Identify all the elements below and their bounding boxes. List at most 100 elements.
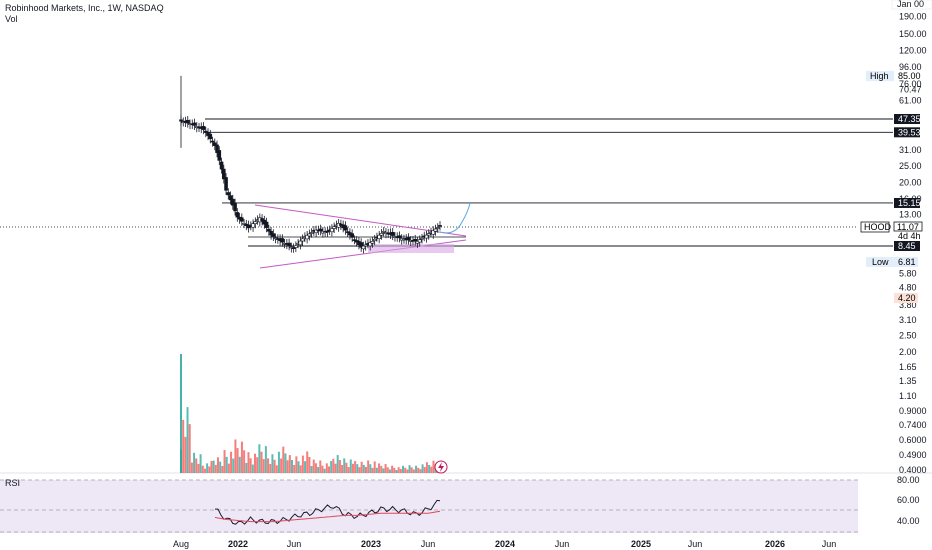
svg-text:4.20: 4.20 [898, 293, 916, 303]
volume-bar [254, 453, 256, 473]
candle-body [314, 229, 318, 234]
candle-body [287, 242, 291, 247]
volume-bar [269, 463, 272, 473]
svg-text:Low: Low [872, 257, 889, 267]
volume-bar [240, 441, 243, 473]
price-tick-label: 0.7400 [899, 420, 927, 430]
volume-bar [251, 464, 254, 473]
volume-bar [208, 466, 211, 473]
level-box [894, 114, 920, 124]
volume-bar [354, 461, 357, 473]
volume-bar [328, 466, 330, 473]
candle-body [221, 168, 226, 180]
level-box [894, 197, 920, 208]
price-tick-label: 0.6000 [899, 435, 927, 445]
volume-bar [323, 468, 326, 473]
volume-bar [188, 424, 191, 473]
horizontal-levels [205, 118, 893, 247]
volume-bar [286, 460, 289, 473]
svg-text:4d 4h: 4d 4h [898, 231, 921, 241]
volume-bar [297, 461, 300, 473]
candle-body [208, 133, 213, 140]
candle-body [307, 233, 312, 237]
price-tick-label: 3.80 [899, 300, 917, 310]
price-tick-label: 5.80 [899, 269, 917, 279]
candle-body [368, 242, 372, 247]
price-tick-label: 61.00 [899, 95, 922, 105]
volume-bar [301, 455, 304, 473]
lightning-icon[interactable] [434, 460, 448, 474]
candle-body [381, 231, 386, 233]
volume-bar [273, 459, 276, 473]
volume-bar [280, 458, 283, 473]
volume-bar [399, 469, 402, 473]
volume-bar [299, 465, 302, 473]
volume-bar [425, 462, 428, 473]
volume-bar [212, 460, 215, 473]
volume-bar [341, 464, 344, 473]
volume-bar [428, 465, 431, 473]
volume-bar [369, 464, 372, 473]
volume-bar [382, 468, 385, 473]
volume-bar [190, 462, 193, 473]
candle-body [332, 226, 336, 229]
volume-bar [325, 463, 328, 473]
candle-body [345, 231, 350, 233]
candle-body [352, 239, 357, 241]
volume-bar [373, 461, 376, 473]
volume-bar [386, 467, 389, 473]
volume-bar [293, 464, 296, 473]
price-tick-label: 0.4000 [899, 465, 927, 475]
candle-body [269, 230, 273, 236]
volume-bar [258, 444, 261, 473]
volume-bar [260, 451, 263, 473]
volume-bar [360, 461, 363, 473]
volume-bar [310, 466, 313, 473]
volume-bar [351, 463, 354, 473]
volume-bar [210, 461, 213, 473]
rsi-ma-line [214, 510, 441, 523]
candle-body [305, 234, 309, 240]
candle-body [185, 119, 190, 124]
time-axis: Aug 2022 Jun 2023 Jun 2024 Jun 2025 Jun 2026 Jun [173, 539, 836, 549]
volume-bar [195, 458, 198, 473]
volume-bar [402, 465, 404, 473]
rsi-band [0, 480, 858, 533]
volume-bar [308, 457, 311, 473]
volume-bar [256, 457, 259, 473]
volume-bar [406, 469, 409, 473]
time-tick-label: Jun [287, 539, 302, 549]
volume-bar [319, 460, 322, 473]
volume-bar [349, 459, 352, 473]
volume-bar [423, 467, 426, 473]
time-tick-label: 2026 [765, 539, 785, 549]
volume-bar [397, 467, 400, 473]
candle-body [397, 235, 402, 239]
candle-body [420, 237, 424, 240]
volume-bar [306, 451, 309, 473]
candle-body [370, 241, 375, 244]
volume-bar [197, 463, 200, 473]
candle-body [350, 233, 354, 238]
candle-body [433, 228, 438, 232]
candle-body [251, 223, 255, 228]
price-tick-label: 31.00 [899, 145, 922, 155]
triangle-pattern [248, 202, 471, 269]
candle-body [435, 227, 440, 229]
volume-bar [232, 458, 235, 473]
time-tick-label: Jun [555, 539, 570, 549]
volume-bar [332, 458, 335, 473]
volume-bar [203, 468, 206, 473]
volume-bar [236, 448, 239, 473]
candle-body [390, 232, 395, 236]
price-tick-label: 70.47 [899, 85, 922, 95]
candle-body [343, 225, 348, 231]
time-tick-label: Aug [173, 539, 189, 549]
candle-body [426, 233, 431, 236]
volume-bar [221, 465, 224, 473]
price-tick-label: 1.35 [899, 376, 917, 386]
candle-body [330, 228, 334, 233]
volume-bar [365, 466, 367, 473]
